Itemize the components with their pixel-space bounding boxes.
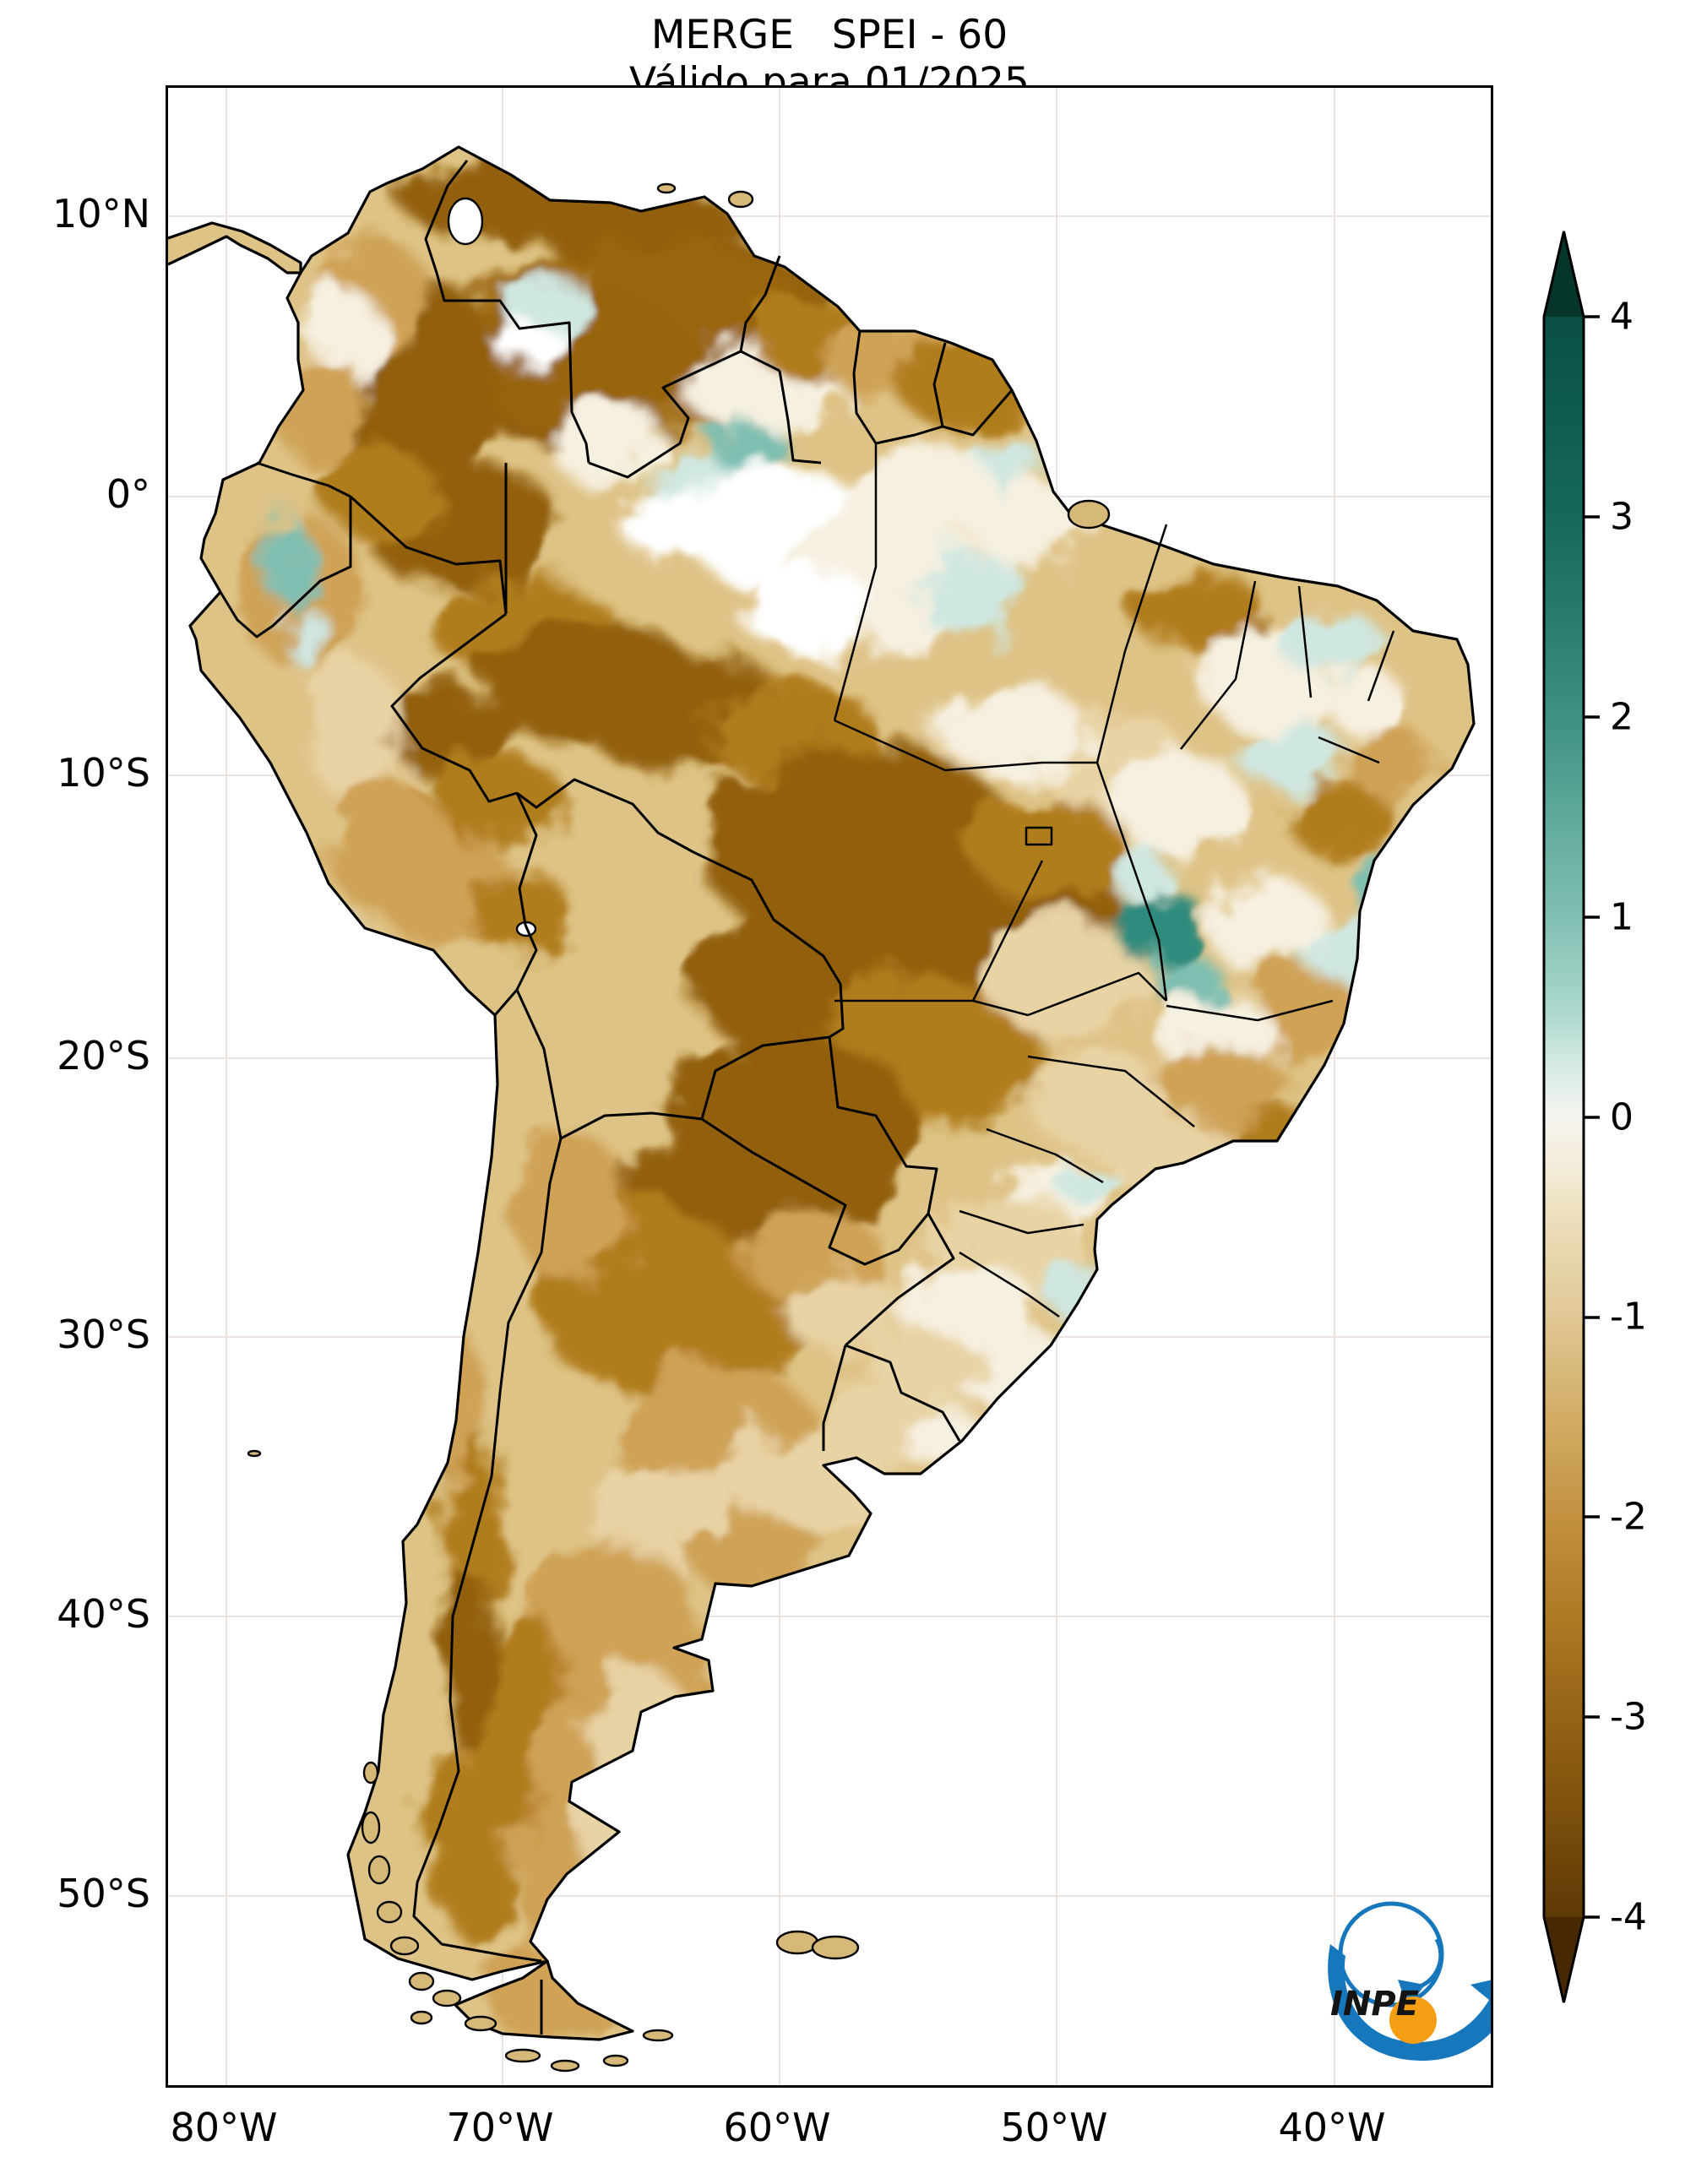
colorbar-extend-top-icon	[1544, 231, 1584, 317]
colorbar-extend-bottom-icon	[1544, 1917, 1584, 2002]
colorbar-label-0: 0	[1610, 1095, 1633, 1139]
colorbar	[1542, 231, 1600, 2003]
logo-text: INPE	[1330, 1985, 1419, 2024]
lon-tick-60w: 60°W	[723, 2105, 831, 2150]
colorbar-label-m3: -3	[1610, 1695, 1647, 1739]
colorbar-ticks	[1584, 315, 1600, 1919]
spei-field	[168, 147, 1474, 2040]
map-frame: INPE	[166, 85, 1493, 2088]
coastline	[168, 145, 1476, 2041]
lon-tick-50w: 50°W	[1000, 2105, 1108, 2150]
country-borders	[219, 160, 1014, 2035]
islands	[247, 182, 1111, 2073]
colorbar-label-m1: -1	[1610, 1295, 1647, 1339]
page-title: MERGE SPEI - 60	[650, 12, 1008, 58]
colorbar-label-4: 4	[1610, 295, 1633, 339]
lat-tick-0: 0°	[106, 471, 150, 517]
lat-tick-40s: 40°S	[57, 1591, 150, 1637]
lon-tick-80w: 80°W	[170, 2105, 278, 2150]
lakes	[447, 197, 537, 937]
colorbar-gradient	[1544, 317, 1584, 1917]
logo-orange-dot	[1389, 1997, 1437, 2044]
state-borders	[833, 443, 1395, 1318]
lat-tick-50s: 50°S	[57, 1871, 150, 1916]
logo-swoosh-arrow-icon	[1328, 1944, 1491, 2062]
lon-tick-40w: 40°W	[1278, 2105, 1386, 2150]
south-america-map: INPE	[168, 88, 1491, 2085]
lon-tick-70w: 70°W	[446, 2105, 554, 2150]
colorbar-label-2: 2	[1610, 695, 1633, 739]
colorbar-label-1: 1	[1610, 895, 1633, 939]
colorbar-label-m2: -2	[1610, 1495, 1647, 1539]
lat-tick-20s: 20°S	[57, 1033, 150, 1078]
logo-down-arrow-icon	[1398, 1980, 1425, 2008]
inpe-logo: INPE	[1328, 1901, 1491, 2062]
colorbar-label-m4: -4	[1610, 1895, 1647, 1939]
lat-tick-10n: 10°N	[52, 191, 150, 236]
lat-tick-10s: 10°S	[57, 750, 150, 796]
colorbar-label-3: 3	[1610, 495, 1633, 539]
lat-tick-30s: 30°S	[57, 1312, 150, 1357]
